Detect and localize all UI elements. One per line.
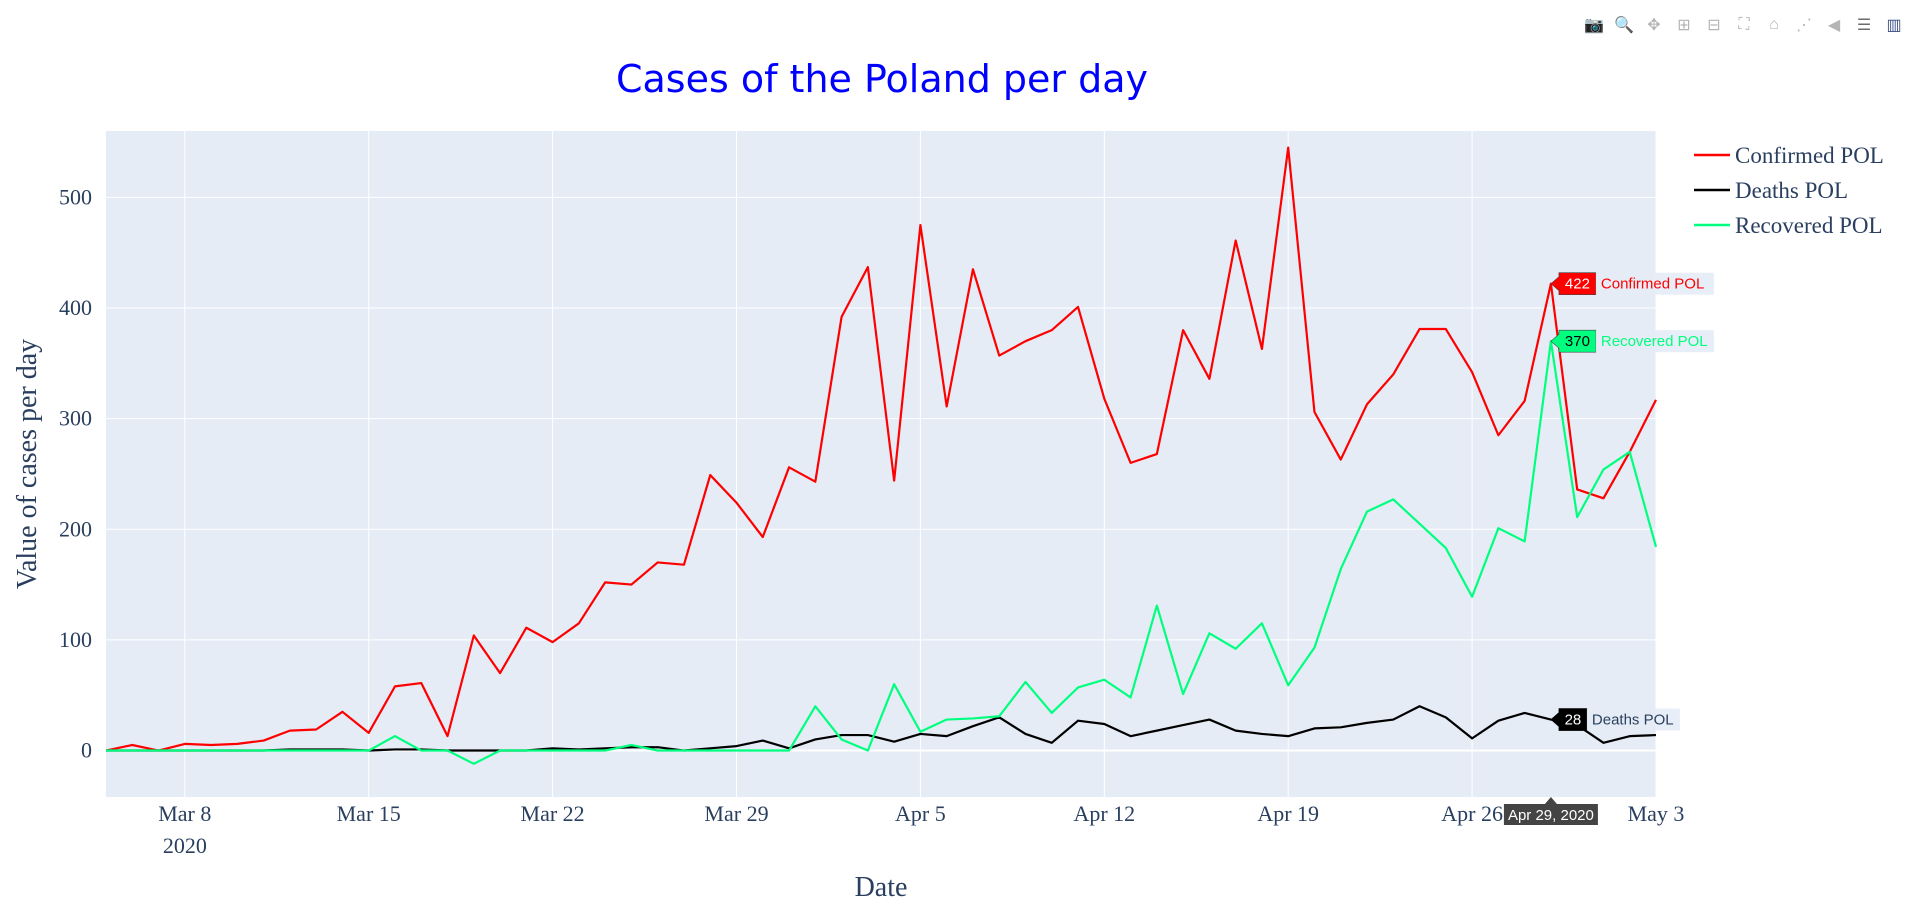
reset-axes-button[interactable]: ⌂ [1762, 14, 1786, 36]
hover-closest-button[interactable]: ◀ [1822, 14, 1846, 36]
x-tick-label: Apr 12 [1073, 801, 1135, 826]
plotly-logo-icon: ▥ [1886, 17, 1902, 34]
autoscale-icon: ⛶ [1738, 16, 1750, 33]
hover-name-box [1586, 708, 1680, 731]
minus-box-icon: ⊟ [1707, 17, 1721, 34]
hover-label: 422 Confirmed POL [1550, 272, 1714, 295]
hover-date-label: Apr 29, 2020 [1503, 797, 1598, 825]
plotly-logo-button[interactable]: ▥ [1882, 14, 1906, 36]
tags-icon: ☰ [1856, 17, 1872, 34]
hover-name-box [1595, 272, 1714, 295]
modebar: 📷 🔍 ✥ ⊞ ⊟ ⛶ ⌂ ⋰ ◀ ☰ ▥ [1582, 14, 1906, 36]
x-axis: Mar 8 2020 Mar 15 Mar 22 Mar 29 Apr 5 Apr 12 Ap… [158, 801, 1684, 858]
hover-label: 370 Recovered POL [1550, 329, 1714, 353]
hover-series-name: Recovered POL [1601, 333, 1708, 350]
y-axis: 0 100 200 300 400 500 [59, 184, 92, 762]
legend-item[interactable]: Recovered POL [1694, 213, 1883, 238]
y-tick-label: 100 [59, 627, 92, 652]
hover-series-name: Confirmed POL [1601, 276, 1704, 293]
plus-box-icon: ⊞ [1677, 17, 1691, 34]
series-layer [105, 146, 1658, 765]
y-tick-label: 0 [81, 738, 92, 763]
chart-title: Cases of the Poland per day [616, 57, 1148, 101]
magnifier-icon: 🔍 [1614, 17, 1634, 34]
legend: Confirmed POL Deaths POL Recovered POL [1694, 143, 1884, 238]
hover-name-box [1595, 330, 1714, 353]
spike-lines-button[interactable]: ⋰ [1792, 14, 1816, 36]
x-axis-title: Date [855, 872, 908, 903]
y-tick-label: 300 [59, 406, 92, 431]
spike-icon: ⋰ [1796, 17, 1812, 34]
x-tick-label: Mar 8 [158, 801, 211, 826]
hover-value: 422 [1565, 276, 1590, 293]
hover-value: 28 [1565, 712, 1582, 729]
x-tick-label: May 3 [1628, 801, 1685, 826]
home-icon: ⌂ [1769, 16, 1779, 33]
x-tick-year-label: 2020 [163, 833, 207, 858]
pan-button[interactable]: ✥ [1642, 14, 1666, 36]
plot-area[interactable] [106, 131, 1656, 797]
series-line-confirmed-pol[interactable] [105, 146, 1657, 752]
autoscale-button[interactable]: ⛶ [1732, 14, 1756, 36]
pan-icon: ✥ [1647, 17, 1661, 34]
y-tick-label: 500 [59, 184, 92, 209]
x-tick-label: Apr 19 [1257, 801, 1319, 826]
legend-item[interactable]: Confirmed POL [1694, 143, 1884, 168]
zoom-out-button[interactable]: ⊟ [1702, 14, 1726, 36]
hover-series-name: Deaths POL [1592, 712, 1674, 729]
hover-date-box [1503, 797, 1598, 825]
y-axis-title: Value of cases per day [12, 339, 43, 589]
series-line-recovered-pol[interactable] [106, 340, 1658, 765]
download-plot-button[interactable]: 📷 [1582, 14, 1606, 36]
legend-label: Deaths POL [1735, 178, 1848, 203]
x-tick-label: Apr 5 [895, 801, 946, 826]
x-tick-label: Mar 15 [337, 801, 401, 826]
legend-label: Recovered POL [1735, 213, 1883, 238]
x-tick-label: Mar 29 [704, 801, 768, 826]
legend-item[interactable]: Deaths POL [1694, 178, 1848, 203]
hover-compare-button[interactable]: ☰ [1852, 14, 1876, 36]
tag-icon: ◀ [1827, 17, 1841, 34]
y-tick-label: 200 [59, 516, 92, 541]
grid [106, 131, 1657, 797]
camera-icon: 📷 [1584, 17, 1604, 34]
hover-date-text: Apr 29, 2020 [1508, 807, 1594, 824]
hover-value: 370 [1565, 333, 1590, 350]
legend-label: Confirmed POL [1735, 143, 1884, 168]
x-tick-label: Mar 22 [521, 801, 585, 826]
hover-label: 28 Deaths POL [1550, 708, 1680, 731]
x-tick-label: Apr 26 [1441, 801, 1503, 826]
zoom-button[interactable]: 🔍 [1612, 14, 1636, 36]
y-tick-label: 400 [59, 295, 92, 320]
hover-layer: 422 Confirmed POL 28 Deaths POL 370 Recovered… [1503, 272, 1714, 825]
zoom-in-button[interactable]: ⊞ [1672, 14, 1696, 36]
